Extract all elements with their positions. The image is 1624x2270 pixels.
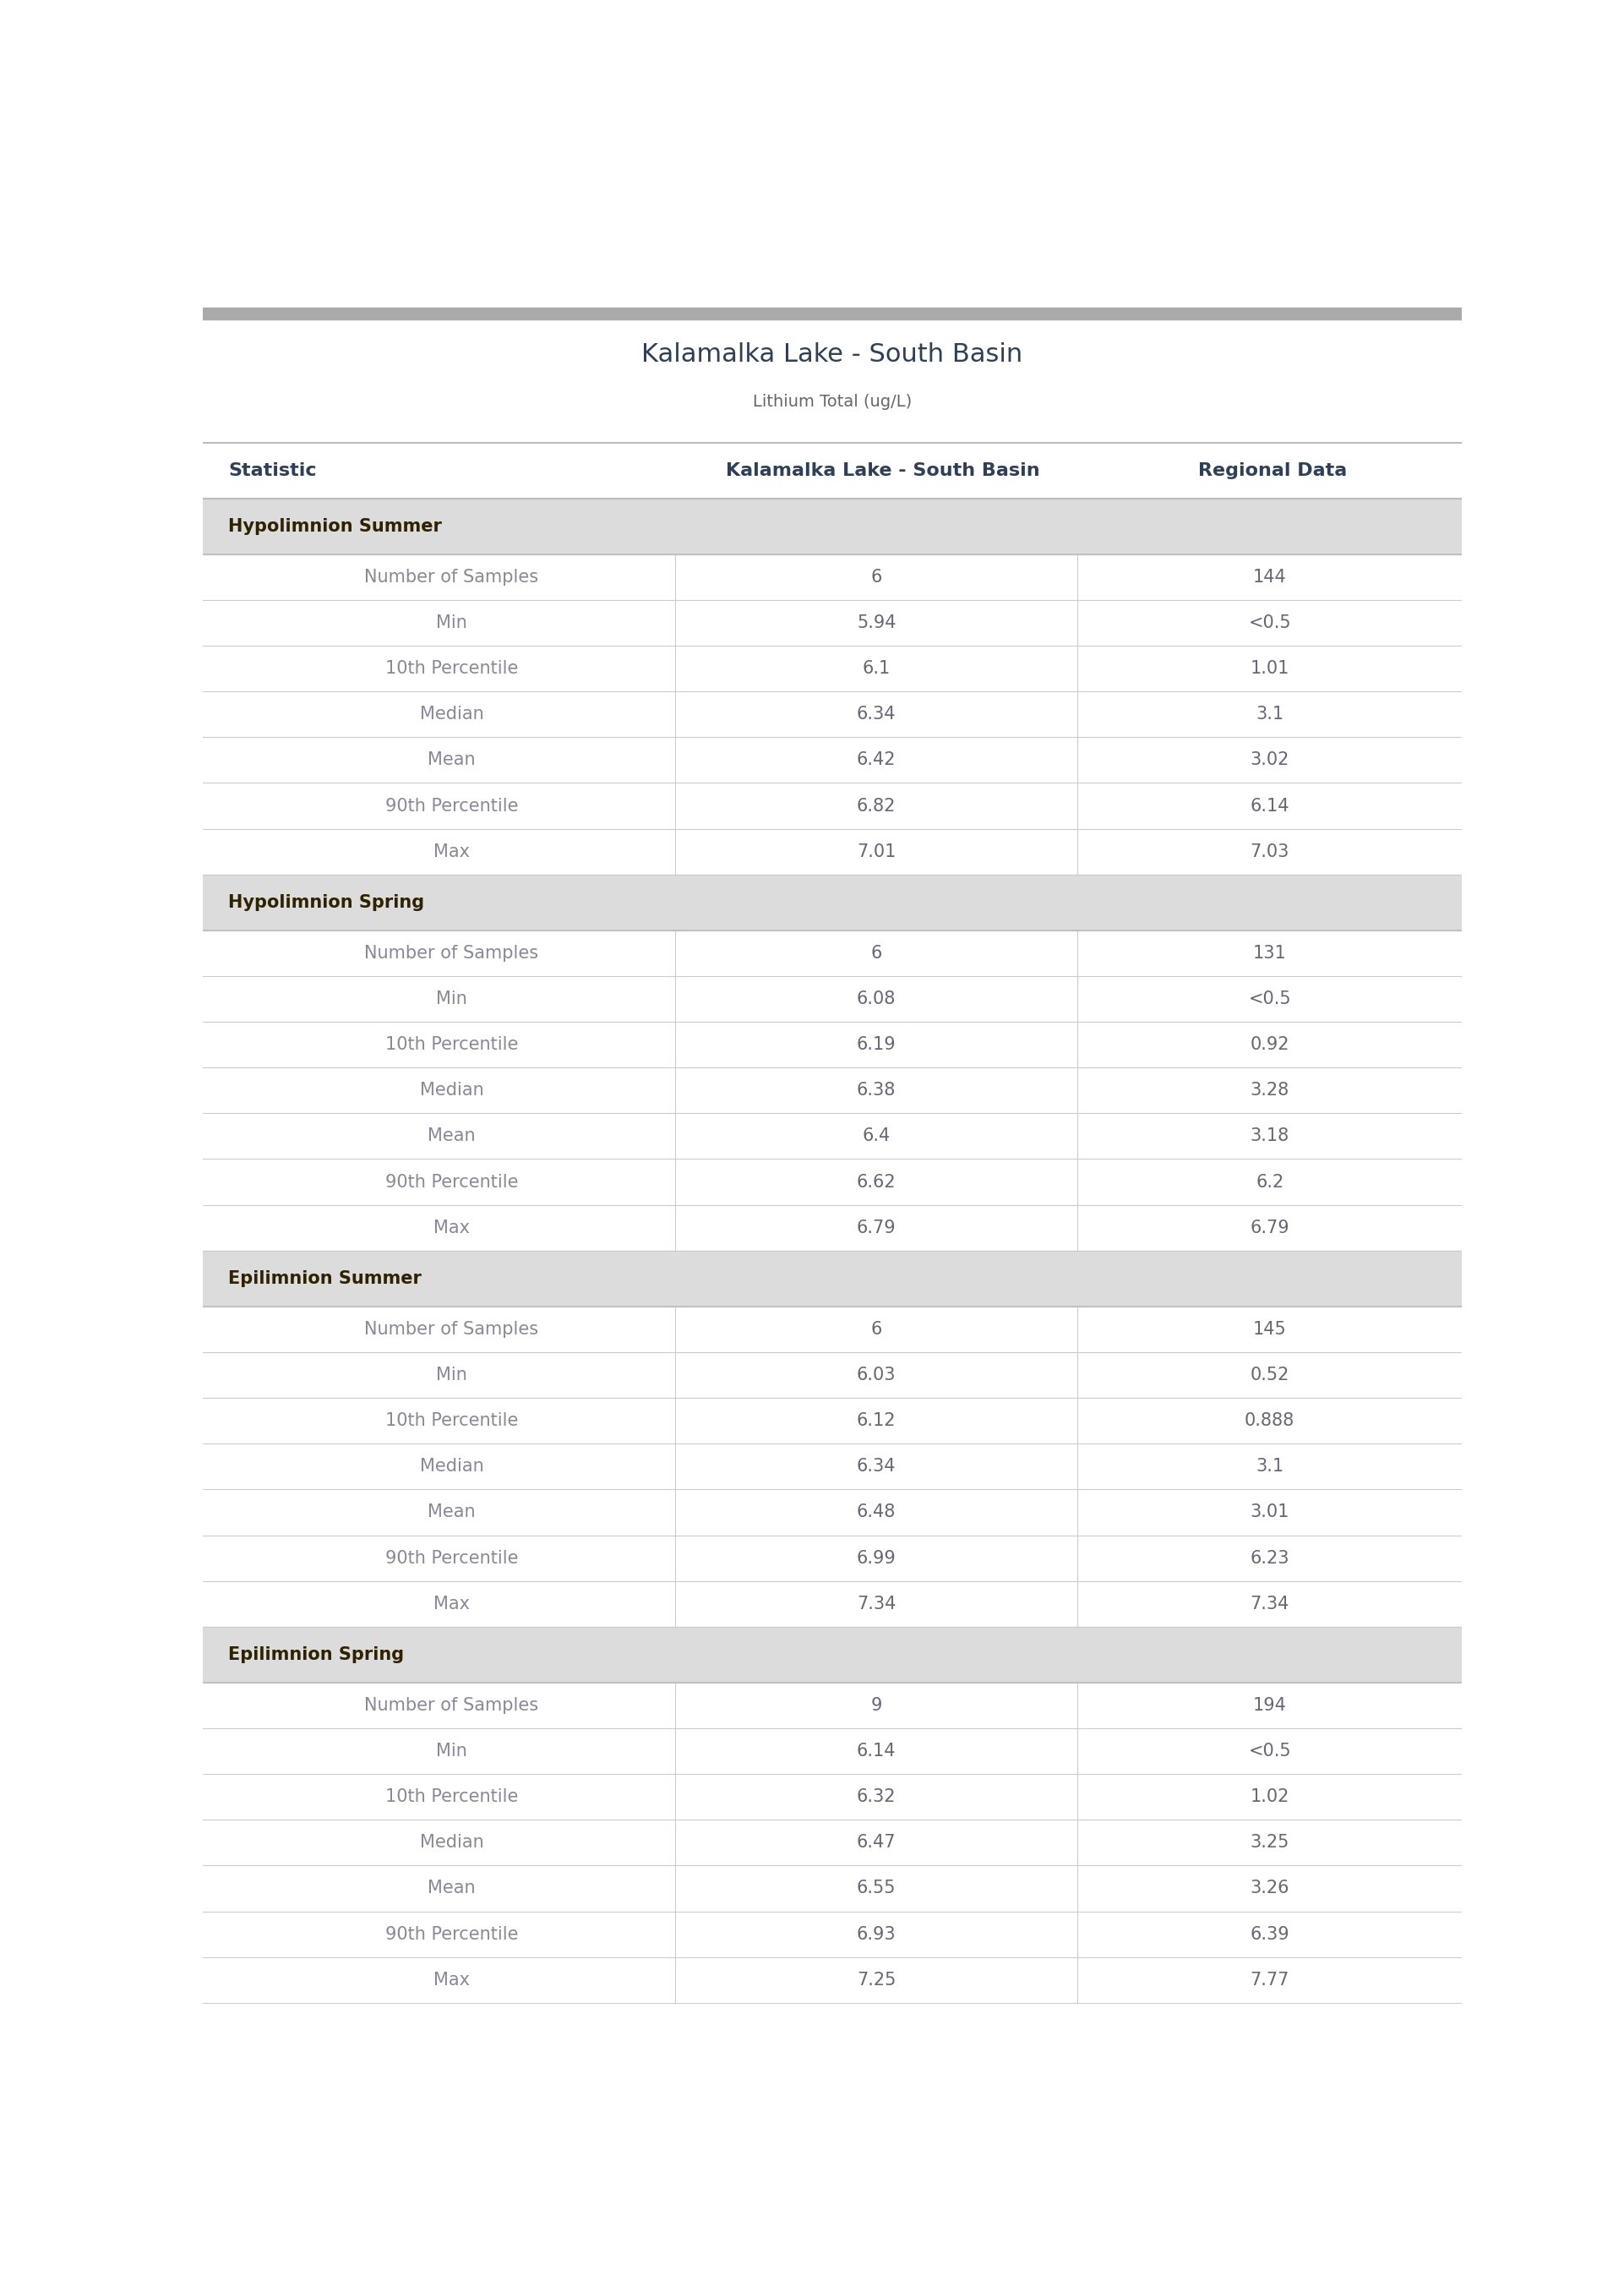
- Text: 6.08: 6.08: [857, 990, 896, 1008]
- Text: 144: 144: [1252, 568, 1286, 586]
- Text: 5.94: 5.94: [857, 615, 896, 631]
- Text: 6.34: 6.34: [857, 706, 896, 722]
- Text: Median: Median: [419, 1083, 484, 1099]
- Text: 131: 131: [1252, 944, 1286, 962]
- Text: 6.19: 6.19: [856, 1035, 896, 1053]
- Text: 10th Percentile: 10th Percentile: [385, 1789, 518, 1805]
- Bar: [203, 1251, 1462, 1305]
- Text: 3.02: 3.02: [1250, 751, 1289, 770]
- Text: 90th Percentile: 90th Percentile: [385, 1925, 518, 1943]
- Text: 6: 6: [870, 1321, 882, 1337]
- Text: <0.5: <0.5: [1249, 990, 1291, 1008]
- Text: Max: Max: [434, 1219, 469, 1237]
- Text: 7.25: 7.25: [857, 1970, 896, 1989]
- Text: 7.01: 7.01: [857, 842, 896, 860]
- Text: 6.42: 6.42: [857, 751, 896, 770]
- Text: Kalamalka Lake - South Basin: Kalamalka Lake - South Basin: [726, 463, 1039, 479]
- Text: Min: Min: [435, 1743, 468, 1759]
- Text: 6.34: 6.34: [857, 1457, 896, 1476]
- Text: 6.79: 6.79: [1250, 1219, 1289, 1237]
- Text: Mean: Mean: [427, 1503, 476, 1521]
- Text: Lithium Total (ug/L): Lithium Total (ug/L): [754, 395, 911, 411]
- Text: Epilimnion Spring: Epilimnion Spring: [227, 1646, 404, 1664]
- Text: Number of Samples: Number of Samples: [364, 944, 539, 962]
- Text: 3.28: 3.28: [1250, 1083, 1289, 1099]
- Text: 6.82: 6.82: [857, 797, 896, 815]
- Text: Kalamalka Lake - South Basin: Kalamalka Lake - South Basin: [641, 343, 1023, 368]
- Text: 194: 194: [1252, 1698, 1286, 1714]
- Text: 1.01: 1.01: [1250, 661, 1289, 676]
- Text: Epilimnion Summer: Epilimnion Summer: [227, 1269, 422, 1287]
- Text: Hypolimnion Spring: Hypolimnion Spring: [227, 894, 424, 910]
- Text: 6: 6: [870, 944, 882, 962]
- Text: 6.1: 6.1: [862, 661, 890, 676]
- Text: 6.55: 6.55: [857, 1880, 896, 1898]
- Text: 7.34: 7.34: [1250, 1596, 1289, 1612]
- Text: Median: Median: [419, 706, 484, 722]
- Text: Hypolimnion Summer: Hypolimnion Summer: [227, 518, 442, 536]
- Text: Mean: Mean: [427, 1128, 476, 1144]
- Text: 6: 6: [870, 568, 882, 586]
- Text: Max: Max: [434, 1970, 469, 1989]
- Text: 9: 9: [870, 1698, 882, 1714]
- Text: 90th Percentile: 90th Percentile: [385, 1174, 518, 1189]
- Text: 3.1: 3.1: [1255, 706, 1283, 722]
- Text: 10th Percentile: 10th Percentile: [385, 1412, 518, 1430]
- Text: 3.26: 3.26: [1250, 1880, 1289, 1898]
- Text: 10th Percentile: 10th Percentile: [385, 661, 518, 676]
- Text: 6.4: 6.4: [862, 1128, 890, 1144]
- Text: 3.01: 3.01: [1250, 1503, 1289, 1521]
- Text: 7.03: 7.03: [1250, 842, 1289, 860]
- Bar: [203, 306, 1462, 320]
- Text: 90th Percentile: 90th Percentile: [385, 1550, 518, 1566]
- Bar: [203, 874, 1462, 931]
- Text: Mean: Mean: [427, 751, 476, 770]
- Text: Median: Median: [419, 1457, 484, 1476]
- Text: 3.1: 3.1: [1255, 1457, 1283, 1476]
- Text: 6.79: 6.79: [856, 1219, 896, 1237]
- Text: 0.52: 0.52: [1250, 1367, 1289, 1382]
- Text: Mean: Mean: [427, 1880, 476, 1898]
- Text: 6.93: 6.93: [856, 1925, 896, 1943]
- Text: 3.18: 3.18: [1250, 1128, 1289, 1144]
- Text: 6.14: 6.14: [857, 1743, 896, 1759]
- Text: 6.2: 6.2: [1255, 1174, 1283, 1189]
- Text: Min: Min: [435, 990, 468, 1008]
- Text: 6.48: 6.48: [857, 1503, 896, 1521]
- Text: 90th Percentile: 90th Percentile: [385, 797, 518, 815]
- Text: Regional Data: Regional Data: [1199, 463, 1348, 479]
- Text: 0.888: 0.888: [1244, 1412, 1294, 1430]
- Text: Min: Min: [435, 615, 468, 631]
- Text: 6.38: 6.38: [857, 1083, 896, 1099]
- Text: Number of Samples: Number of Samples: [364, 568, 539, 586]
- Text: 6.03: 6.03: [857, 1367, 896, 1382]
- Text: 6.12: 6.12: [857, 1412, 896, 1430]
- Text: 6.62: 6.62: [856, 1174, 896, 1189]
- Text: Max: Max: [434, 1596, 469, 1612]
- Text: Max: Max: [434, 842, 469, 860]
- Text: 7.34: 7.34: [857, 1596, 896, 1612]
- Text: Number of Samples: Number of Samples: [364, 1698, 539, 1714]
- Text: Number of Samples: Number of Samples: [364, 1321, 539, 1337]
- Text: 1.02: 1.02: [1250, 1789, 1289, 1805]
- Text: 6.32: 6.32: [857, 1789, 896, 1805]
- Text: 6.23: 6.23: [1250, 1550, 1289, 1566]
- Text: 3.25: 3.25: [1250, 1834, 1289, 1850]
- Text: 10th Percentile: 10th Percentile: [385, 1035, 518, 1053]
- Text: 0.92: 0.92: [1250, 1035, 1289, 1053]
- Text: Median: Median: [419, 1834, 484, 1850]
- Text: 145: 145: [1252, 1321, 1286, 1337]
- Bar: [203, 1628, 1462, 1682]
- Text: <0.5: <0.5: [1249, 615, 1291, 631]
- Text: <0.5: <0.5: [1249, 1743, 1291, 1759]
- Text: Min: Min: [435, 1367, 468, 1382]
- Text: 6.47: 6.47: [857, 1834, 896, 1850]
- Bar: [203, 499, 1462, 554]
- Text: 6.39: 6.39: [1250, 1925, 1289, 1943]
- Text: 7.77: 7.77: [1250, 1970, 1289, 1989]
- Text: 6.99: 6.99: [856, 1550, 896, 1566]
- Text: Statistic: Statistic: [227, 463, 317, 479]
- Text: 6.14: 6.14: [1250, 797, 1289, 815]
